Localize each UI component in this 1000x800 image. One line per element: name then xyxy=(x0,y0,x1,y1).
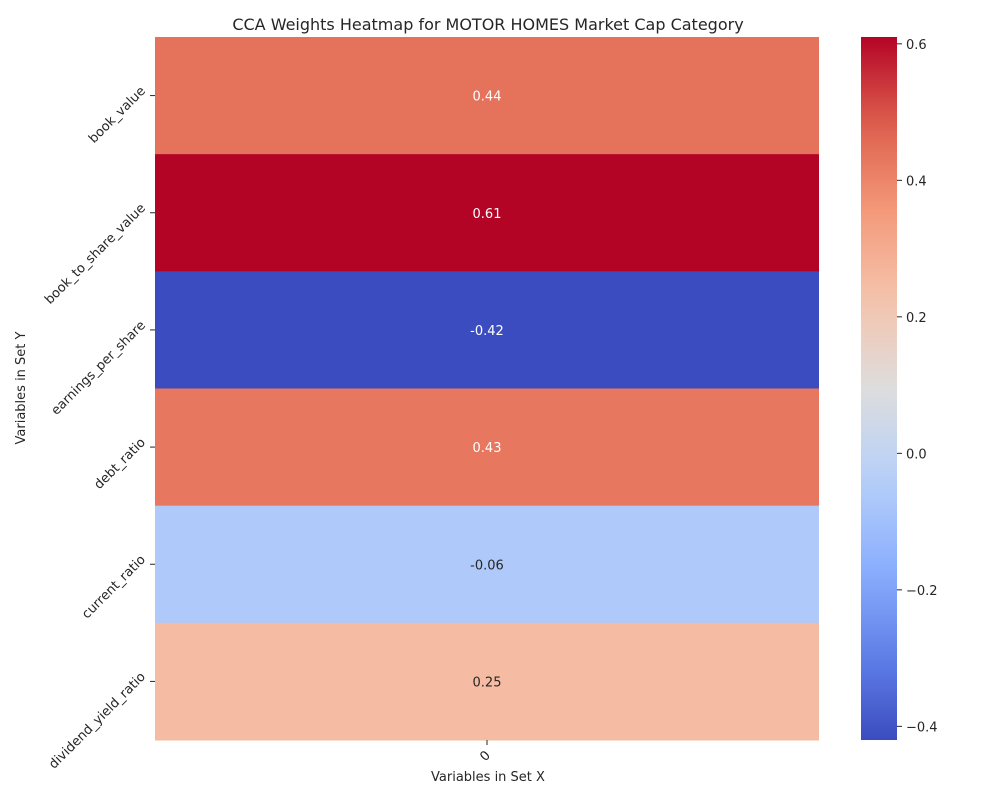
chart-title: CCA Weights Heatmap for MOTOR HOMES Mark… xyxy=(232,15,743,34)
colorbar-ticks: −0.4 −0.2 0.0 0.2 0.4 0.6 xyxy=(897,38,938,735)
colorbar-tick-label: −0.4 xyxy=(906,720,938,735)
x-axis-label: Variables in Set X xyxy=(431,770,545,785)
cell-value-label: -0.06 xyxy=(470,558,504,573)
y-tick-label: book_value xyxy=(86,84,149,147)
y-tick-label: debt_ratio xyxy=(91,435,148,492)
heatmap-cell xyxy=(155,154,819,272)
heatmap-cell xyxy=(155,622,819,741)
heatmap-cell xyxy=(155,505,819,624)
colorbar-tick-label: 0.2 xyxy=(906,311,927,326)
colorbar xyxy=(861,37,897,740)
y-tick-label: book_to_share_value xyxy=(42,201,149,308)
colorbar-tick-label: 0.0 xyxy=(906,447,927,462)
x-axis-ticks: 0 xyxy=(477,740,494,765)
cell-value-label: 0.43 xyxy=(473,441,502,456)
colorbar-tick-label: 0.6 xyxy=(906,38,927,53)
cell-value-label: -0.42 xyxy=(470,324,504,339)
y-tick-label: dividend_yield_ratio xyxy=(46,670,149,773)
y-tick-label: current_ratio xyxy=(79,552,149,622)
cell-value-label: 0.25 xyxy=(473,675,502,690)
y-axis-label: Variables in Set Y xyxy=(14,331,29,444)
x-tick-label: 0 xyxy=(477,748,493,764)
colorbar-tick-label: −0.2 xyxy=(906,584,938,599)
heatmap-cell xyxy=(155,37,819,155)
cell-value-label: 0.61 xyxy=(473,207,502,222)
heatmap-cell xyxy=(155,388,819,507)
y-tick-label: earnings_per_share xyxy=(49,318,149,418)
colorbar-tick-label: 0.4 xyxy=(906,174,927,189)
y-axis-ticks: book_value book_to_share_valueearnings_pe… xyxy=(42,84,155,772)
cell-value-label: 0.44 xyxy=(473,90,502,105)
heatmap-cells: 0.44 0.61 -0.42 0.43 -0.06 0.25 xyxy=(155,37,819,741)
heatmap-cell xyxy=(155,271,819,389)
